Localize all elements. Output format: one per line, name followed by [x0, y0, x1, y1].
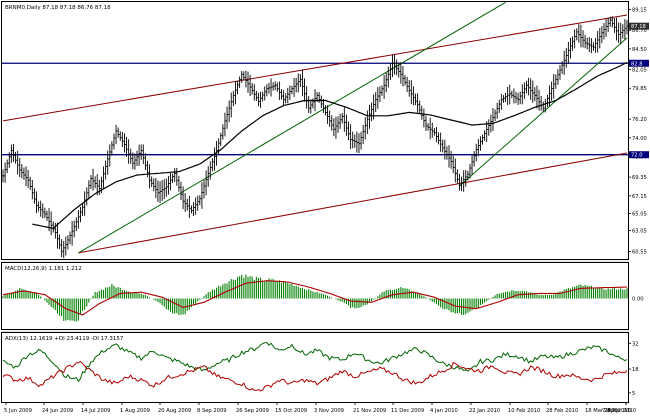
- minus-di-line: [2, 360, 628, 392]
- y-tick-label: 86.70: [632, 28, 647, 34]
- trendline: [2, 14, 628, 122]
- price-pane: [1, 1, 629, 260]
- price-badge: [629, 151, 649, 159]
- y-tick-label: 69.35: [632, 175, 647, 181]
- price-badge: [629, 22, 649, 30]
- x-tick-label: 7 Apr 2010: [602, 408, 631, 414]
- x-tick-label: 15 Oct 2009: [275, 408, 307, 414]
- x-tick-label: 20 Aug 2009: [158, 408, 191, 414]
- y-tick-label: 82.05: [632, 68, 647, 74]
- x-tick-label: 8 Sep 2009: [197, 408, 227, 414]
- adx-y-tick-label: 18: [632, 367, 639, 373]
- moving-average-line: [32, 61, 628, 230]
- trendline: [78, 2, 506, 254]
- pane-separator: [1, 260, 629, 263]
- adx-y-tick-label: 32: [632, 341, 639, 347]
- macd-signal-line: [2, 280, 627, 316]
- adx-layer: [2, 341, 628, 392]
- x-tick-label: 18 Mar 2010: [585, 408, 618, 414]
- macd-zero-label: 0.00: [632, 297, 644, 303]
- x-tick-label: 26 Sep 2009: [236, 408, 269, 414]
- trendline: [459, 37, 628, 187]
- x-tick-label: 1 Aug 2009: [120, 408, 150, 414]
- plus-di-line: [2, 341, 628, 383]
- y-tick-label: 76.20: [632, 117, 647, 123]
- price-layer: [2, 2, 628, 259]
- adx-pane: [1, 332, 629, 403]
- x-tick-label: 22 Jan 2010: [469, 408, 500, 414]
- y-tick-label: 79.85: [632, 86, 647, 92]
- x-tick-label: 14 Jul 2009: [81, 408, 110, 414]
- pane-separator: [1, 330, 629, 333]
- adx-y-tick-label: 5: [632, 391, 635, 397]
- axis-layer: 89.1586.7084.5082.0579.8576.2074.0071.80…: [4, 8, 649, 414]
- price-header: BRNM0,Daily 87.18 87.18 86.76 87.18: [5, 5, 111, 11]
- y-tick-label: 67.15: [632, 194, 647, 200]
- x-tick-label: 3 Nov 2009: [314, 408, 344, 414]
- x-tick-label: 4 Jan 2010: [430, 408, 458, 414]
- price-badge-label: 72.0: [631, 153, 643, 159]
- macd-header: MACD(12,26,9) 1.181 1.212: [5, 266, 82, 272]
- trendline: [78, 152, 628, 254]
- x-tick-label: 10 Feb 2010: [508, 408, 540, 414]
- x-tick-label: 11 Dec 2009: [391, 408, 424, 414]
- y-tick-label: 60.55: [632, 250, 647, 256]
- adx-header: ADX(13) 12.1619 +DI 23.4119 -DI 17.3157: [5, 336, 124, 342]
- y-tick-label: 63.05: [632, 228, 647, 234]
- x-tick-label: 21 Nov 2009: [353, 408, 386, 414]
- x-tick-label: 28 Feb 2010: [546, 408, 578, 414]
- price-badge: [629, 59, 649, 67]
- x-tick-label: 5 Jun 2009: [4, 408, 32, 414]
- price-badge-label: 87.18: [631, 24, 646, 30]
- price-bar: [625, 20, 628, 35]
- x-tick-label: 24 Jun 2009: [42, 408, 73, 414]
- x-tick-label: 28 Apr 2010: [604, 408, 636, 414]
- price-badge-label: 82.8: [631, 61, 643, 67]
- y-tick-label: 89.15: [632, 8, 647, 14]
- y-tick-label: 84.50: [632, 47, 647, 53]
- macd-layer: [2, 274, 628, 322]
- y-tick-label: 65.05: [632, 212, 647, 218]
- y-tick-label: 74.00: [632, 136, 647, 142]
